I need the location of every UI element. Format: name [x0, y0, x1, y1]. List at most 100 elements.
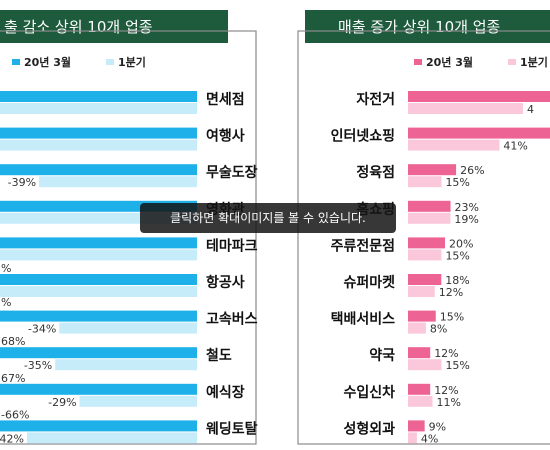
left-bar-month [0, 164, 197, 176]
right-legend-label-quarter: 1분기 [520, 55, 548, 69]
right-category-label: 자전거 [356, 91, 395, 108]
left-label-month: 67% [1, 372, 25, 385]
right-bar-month [408, 237, 445, 249]
left-bar-quarter [26, 432, 198, 444]
left-title-bar [0, 10, 228, 43]
right-bar-quarter [408, 103, 523, 114]
left-bar-month [0, 310, 197, 322]
left-category-label: 고속버스 [206, 311, 258, 328]
right-label-quarter: 15% [445, 249, 469, 262]
left-bar-month [0, 127, 197, 139]
right-category-label: 성형외과 [343, 420, 395, 437]
right-bar-quarter [408, 176, 442, 188]
right-legend-swatch-month [414, 59, 422, 65]
right-bar-month [408, 420, 425, 432]
left-label-quarter: -29% [48, 396, 76, 409]
left-bar-quarter [0, 286, 197, 297]
right-bar-month [408, 383, 431, 395]
left-label-fragment: % [1, 296, 11, 309]
right-bar-month [408, 310, 436, 322]
left-label-quarter: -42% [0, 432, 24, 445]
left-bar-quarter [0, 249, 197, 261]
right-label-quarter: 4 [527, 103, 534, 116]
right-label-month: 26% [460, 164, 484, 177]
right-legend-label-month: 20년 3월 [426, 55, 473, 69]
left-legend-label-month: 20년 3월 [24, 55, 71, 69]
left-bar-month [0, 200, 197, 212]
right-label-month: 23% [455, 201, 479, 214]
left-category-label: 면세점 [206, 91, 245, 108]
left-category-label: 여행사 [206, 128, 245, 145]
left-category-label: 예식장 [206, 384, 245, 401]
left-chart-frame [0, 30, 257, 445]
left-bar-month [0, 383, 197, 395]
right-bar-month [408, 91, 550, 102]
right-category-label: 주류전문점 [331, 237, 395, 254]
left-legend-label-quarter: 1분기 [118, 55, 146, 69]
left-bar-quarter [59, 322, 197, 334]
left-chart-title: 출 감소 상위 10개 업종 [4, 18, 153, 36]
right-label-month: 20% [449, 237, 473, 250]
left-bar-quarter [79, 395, 197, 407]
left-bar-quarter [0, 103, 198, 114]
zoom-hint-tooltip[interactable]: 클릭하면 확대이미지를 볼 수 있습니다. [140, 203, 396, 233]
left-bar-month [0, 420, 197, 432]
left-legend-swatch-quarter [106, 59, 114, 65]
right-title-bar [305, 10, 550, 43]
right-label-quarter: 4% [421, 432, 438, 445]
left-bar-month [0, 347, 197, 359]
right-bar-quarter [408, 322, 426, 334]
right-label-month: 18% [445, 274, 469, 287]
left-bar-month [0, 91, 197, 102]
left-label-month: -66% [1, 408, 29, 421]
left-bar-quarter [39, 176, 197, 188]
right-label-quarter: 15% [445, 359, 469, 372]
left-bar-quarter [0, 139, 197, 151]
left-bar-quarter [55, 359, 197, 371]
left-label-quarter: -39% [8, 176, 36, 189]
right-category-label: 정육점 [356, 164, 395, 181]
left-label-fragment: % [1, 262, 11, 275]
right-bar-quarter [408, 359, 442, 371]
right-category-label: 슈퍼마켓 [343, 274, 395, 291]
left-category-label: 무술도장 [206, 164, 258, 181]
right-label-quarter: 41% [503, 140, 527, 153]
right-category-label: 약국 [369, 347, 395, 364]
right-bar-month [408, 127, 550, 139]
right-bar-quarter [408, 432, 417, 444]
right-bar-quarter [408, 286, 435, 297]
left-category-label: 항공사 [206, 274, 245, 291]
right-bar-quarter [408, 139, 500, 151]
right-bar-quarter [408, 395, 433, 407]
left-label-quarter: -35% [24, 359, 52, 372]
right-label-month: 9% [429, 420, 446, 433]
left-category-label: 웨딩토탈 [206, 420, 258, 437]
right-label-quarter: 19% [454, 213, 478, 226]
left-label-month: 68% [1, 335, 25, 348]
right-label-quarter: 8% [430, 323, 447, 336]
left-label-quarter: -34% [28, 323, 56, 336]
left-legend-swatch-month [12, 59, 20, 65]
left-bar-quarter [0, 212, 198, 224]
right-bar-month [408, 200, 451, 212]
left-bar-month [0, 237, 197, 249]
right-label-quarter: 12% [439, 286, 463, 299]
right-label-month: 12% [434, 347, 458, 360]
right-bar-month [408, 164, 457, 176]
right-label-month: 15% [440, 311, 464, 324]
right-category-label: 인터넷쇼핑 [331, 128, 395, 145]
right-legend-swatch-quarter [508, 59, 516, 65]
right-bar-quarter [408, 249, 442, 261]
right-bar-quarter [408, 212, 451, 224]
left-category-label: 철도 [206, 348, 232, 364]
left-bar-month [0, 274, 197, 285]
right-category-label: 택배서비스 [331, 311, 396, 328]
right-label-quarter: 15% [445, 176, 469, 189]
right-bar-month [408, 274, 442, 285]
left-category-label: 테마파크 [206, 238, 258, 254]
right-category-label: 수입신차 [343, 385, 395, 401]
right-label-month: 12% [434, 384, 458, 397]
